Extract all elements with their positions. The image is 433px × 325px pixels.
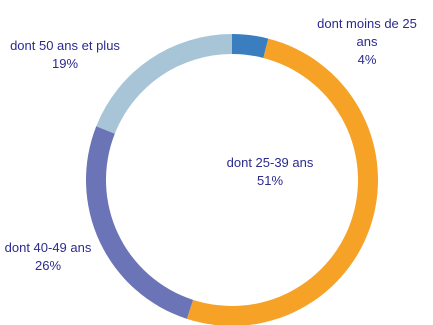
slice-percent: 26% — [35, 258, 61, 273]
donut-slice-2 — [86, 126, 193, 319]
slice-name: dont 50 ans et plus — [10, 38, 120, 53]
slice-name: ans — [357, 34, 378, 49]
slice-name: dont 25-39 ans — [227, 155, 314, 170]
slice-label-0: dont moins de 25 ans 4% — [317, 16, 417, 67]
donut-slices — [86, 34, 378, 325]
slice-percent: 51% — [257, 173, 283, 188]
slice-percent: 4% — [358, 52, 377, 67]
slice-label-3: dont 50 ans et plus 19% — [10, 38, 120, 71]
slice-name: dont moins de 25 — [317, 16, 417, 31]
slice-label-2: dont 40-49 ans 26% — [5, 240, 92, 273]
slice-name: dont 40-49 ans — [5, 240, 92, 255]
donut-slice-0 — [232, 34, 268, 58]
slice-label-1: dont 25-39 ans 51% — [227, 155, 314, 188]
slice-percent: 19% — [52, 56, 78, 71]
